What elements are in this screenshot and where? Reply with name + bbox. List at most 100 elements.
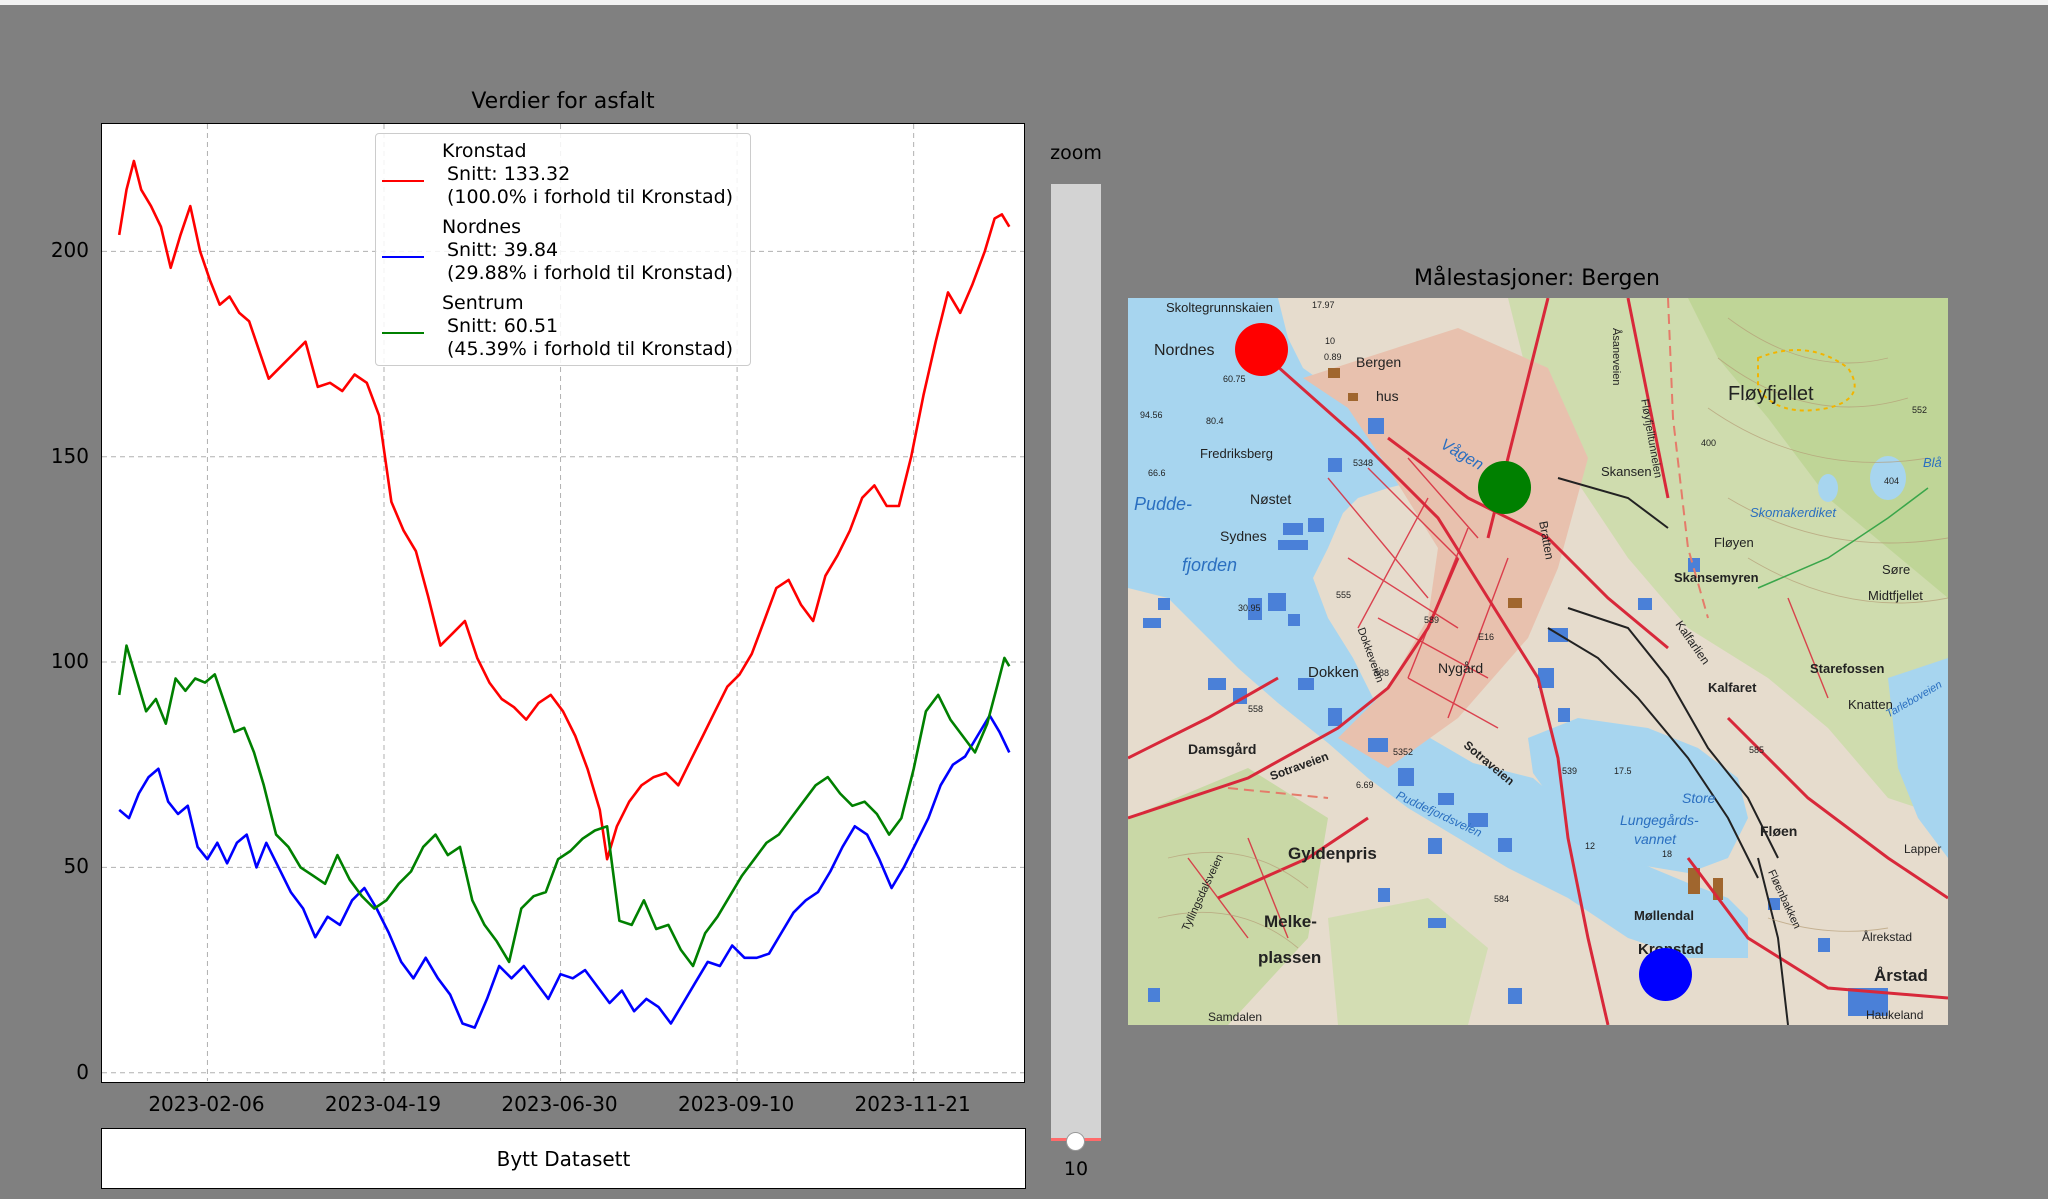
series-line-nordnes xyxy=(118,714,1011,1029)
map-label-lungegards: Lungegårds- xyxy=(1620,812,1699,828)
chart-legend: Kronstad Snitt: 133.32 (100.0% i forhold… xyxy=(375,133,751,366)
map-label-num3095: 30.95 xyxy=(1238,603,1261,613)
zoom-slider-track[interactable] xyxy=(1051,184,1101,1140)
map-label-num555: 555 xyxy=(1336,590,1352,600)
y-tick-label: 50 xyxy=(63,854,89,879)
map-label-melke: Melke- xyxy=(1264,912,1317,931)
map-label-midtfjellet: Midtfjellet xyxy=(1868,588,1923,603)
map-label-num5352: 5352 xyxy=(1393,747,1414,757)
station-marker-nordnes[interactable] xyxy=(1235,323,1288,376)
map-label-num584: 584 xyxy=(1494,894,1510,904)
map-label-plassen: plassen xyxy=(1258,948,1322,967)
station-map[interactable]: Skoltegrunnskaien 17.97 Nordnes Bergen hus 60… xyxy=(1128,298,1948,1025)
legend-name: Nordnes xyxy=(442,216,522,238)
x-tick-label: 2023-04-19 xyxy=(324,1092,442,1116)
map-label-damsgard: Damsgård xyxy=(1188,741,1257,757)
series-line-kronstad xyxy=(117,159,1011,861)
legend-ratio: (100.0% i forhold til Kronstad) xyxy=(447,186,734,208)
legend-line-nordnes xyxy=(382,256,424,258)
map-label-nordnes: Nordnes xyxy=(1154,342,1215,359)
chart-title: Verdier for asfalt xyxy=(471,89,655,114)
map-label-num804: 80.4 xyxy=(1206,416,1224,426)
map-label-num552: 552 xyxy=(1912,405,1928,415)
station-marker-sentrum[interactable] xyxy=(1478,461,1531,514)
map-label-skansemyren: Skansemyren xyxy=(1674,570,1759,585)
map-label-skomakerdiket: Skomakerdiket xyxy=(1750,505,1836,520)
map-label-samdalen: Samdalen xyxy=(1208,1010,1263,1024)
map-label-gyldenpris: Gyldenpris xyxy=(1288,844,1377,863)
legend-ratio: (45.39% i forhold til Kronstad) xyxy=(447,338,734,360)
legend-name: Sentrum xyxy=(442,292,524,314)
map-label-nygard: Nygård xyxy=(1438,660,1484,676)
map-label-vannet: vannet xyxy=(1634,831,1677,847)
map-label-skoltegrunnskaien: Skoltegrunnskaien xyxy=(1166,300,1273,315)
legend-mean: Snitt: 39.84 xyxy=(447,239,559,261)
map-label-num5348: 5348 xyxy=(1353,458,1374,468)
x-tick-label: 2023-11-21 xyxy=(854,1092,971,1116)
map-label-num1: 10 xyxy=(1325,336,1336,346)
line-chart-plot xyxy=(102,124,1024,1081)
map-label-e16: E16 xyxy=(1478,632,1495,642)
y-tick-label: 200 xyxy=(50,238,89,263)
map-label-store: Store xyxy=(1682,790,1716,806)
map-label-num558: 558 xyxy=(1248,704,1264,714)
map-background xyxy=(1128,298,1948,1025)
map-label-mollendal: Møllendal xyxy=(1634,908,1694,923)
zoom-value: 10 xyxy=(1063,1158,1089,1180)
legend-line-kronstad xyxy=(382,180,424,182)
map-label-floen: Fløen xyxy=(1760,823,1798,839)
map-label-num18: 18 xyxy=(1662,849,1673,859)
series-line-sentrum xyxy=(117,644,1011,968)
map-label-num666: 66.6 xyxy=(1148,468,1166,478)
x-tick-label: 2023-02-06 xyxy=(148,1092,265,1116)
map-label-num539: 539 xyxy=(1562,766,1578,776)
map-label-floyfjellet: Fløyfjellet xyxy=(1728,383,1814,405)
map-label-num9456: 94.56 xyxy=(1140,410,1163,420)
legend-name: Kronstad xyxy=(442,140,527,162)
map-label-num585: 585 xyxy=(1749,745,1765,755)
map-label-pudde: Pudde- xyxy=(1134,494,1193,514)
map-title: Målestasjoner: Bergen xyxy=(1414,266,1660,291)
y-tick-label: 0 xyxy=(76,1059,89,1084)
swap-dataset-button[interactable]: Bytt Datasett xyxy=(101,1128,1026,1189)
map-label-dokken: Dokken xyxy=(1308,664,1359,681)
map-label-num12: 12 xyxy=(1585,841,1596,851)
map-label-fjorden: fjorden xyxy=(1182,555,1238,575)
zoom-slider-handle[interactable] xyxy=(1066,1132,1085,1151)
map-label-fredriksberg: Fredriksberg xyxy=(1200,446,1273,461)
x-tick-label: 2023-09-10 xyxy=(677,1092,795,1116)
map-label-nostet: Nøstet xyxy=(1250,491,1292,507)
map-label-knatten: Knatten xyxy=(1848,697,1893,712)
map-label-num588: 588 xyxy=(1374,668,1390,678)
map-label-skansen: Skansen xyxy=(1601,464,1652,479)
map-label-num1797: 17.97 xyxy=(1312,300,1335,310)
map-label-num400: 400 xyxy=(1701,438,1717,448)
legend-ratio: (29.88% i forhold til Kronstad) xyxy=(447,262,734,284)
map-label-alrekstad: Ålrekstad xyxy=(1862,930,1913,944)
map-label-num6075: 60.75 xyxy=(1223,374,1246,384)
x-tick-label: 2023-06-30 xyxy=(501,1092,618,1116)
map-label-bla: Blå xyxy=(1923,455,1942,470)
map-label-num404: 404 xyxy=(1884,476,1900,486)
legend-mean: Snitt: 60.51 xyxy=(447,315,559,337)
map-label-kalfaret: Kalfaret xyxy=(1708,680,1757,695)
window-top-strip xyxy=(0,0,2048,5)
map-label-bergenhus: Bergen xyxy=(1356,354,1402,370)
station-marker-kronstad[interactable] xyxy=(1639,948,1692,1001)
map-label-arstad: Årstad xyxy=(1874,966,1928,985)
map-label-sydnes: Sydnes xyxy=(1220,528,1267,544)
map-label-num669: 6.69 xyxy=(1356,780,1374,790)
map-label-starefossen: Starefossen xyxy=(1810,661,1885,676)
y-tick-label: 150 xyxy=(50,443,89,468)
map-label-hus: hus xyxy=(1376,388,1399,404)
map-label-num089: 0.89 xyxy=(1324,352,1342,362)
map-label-haukeland: Haukeland xyxy=(1866,1008,1924,1022)
legend-line-sentrum xyxy=(382,332,424,334)
y-tick-label: 100 xyxy=(50,649,89,674)
map-label-floyen: Fløyen xyxy=(1714,535,1754,550)
map-label-lapper: Lapper xyxy=(1904,842,1942,856)
map-label-sore: Søre xyxy=(1882,562,1911,577)
map-label-asaneveien: Åsaneveien xyxy=(1610,328,1622,386)
legend-mean: Snitt: 133.32 xyxy=(447,163,571,185)
zoom-label: zoom xyxy=(1050,142,1102,164)
